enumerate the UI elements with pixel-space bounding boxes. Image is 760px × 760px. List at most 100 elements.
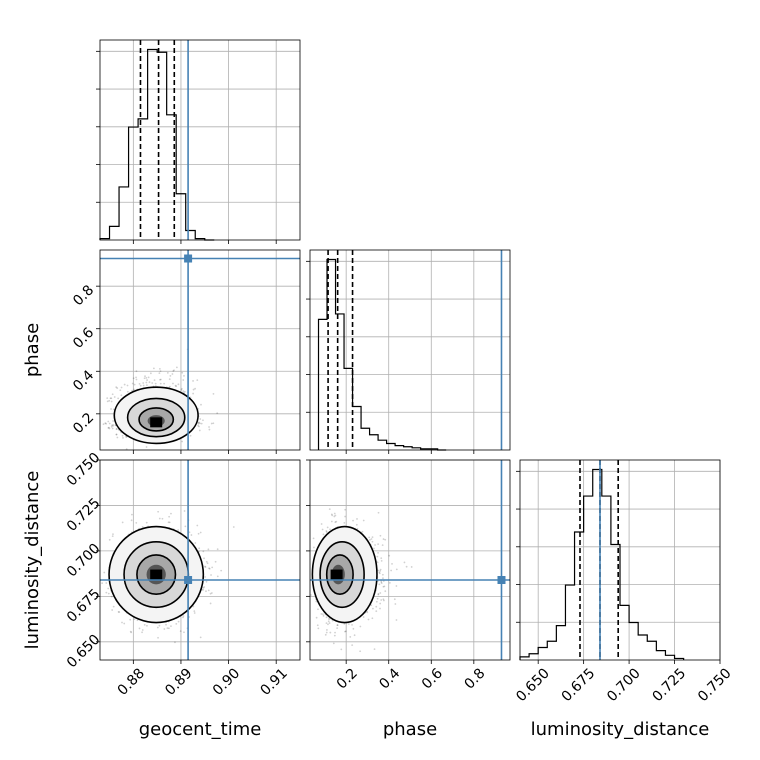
x-tick-label: 0.91 <box>258 665 291 698</box>
sample-point <box>133 383 136 386</box>
sample-point <box>203 586 206 588</box>
sample-point <box>208 428 211 431</box>
sample-point <box>356 518 358 520</box>
sample-point <box>157 636 159 639</box>
sample-point <box>362 616 365 618</box>
sample-point <box>395 619 398 621</box>
scatter-geocent_time-vs-luminosity_distance-frame <box>99 459 301 661</box>
sample-point <box>376 561 379 564</box>
sample-point <box>188 531 191 534</box>
sample-point <box>378 583 381 586</box>
sample-point <box>172 382 174 385</box>
sample-point <box>107 592 110 595</box>
sample-point <box>161 517 164 520</box>
sample-point <box>405 565 408 568</box>
sample-point <box>174 641 176 644</box>
sample-point <box>142 384 145 387</box>
sample-point <box>379 607 381 610</box>
sample-point <box>190 534 193 536</box>
sample-point <box>121 434 124 437</box>
sample-point <box>390 569 393 572</box>
sample-point <box>388 581 391 584</box>
sample-point <box>361 530 364 533</box>
sample-point <box>381 544 384 547</box>
sample-point <box>126 384 129 387</box>
sample-point <box>159 382 162 385</box>
sample-point <box>175 622 178 625</box>
sample-point <box>166 627 169 630</box>
sample-point <box>105 591 108 594</box>
sample-point <box>189 434 192 437</box>
y-axis-label-luminosity_distance: luminosity_distance <box>22 471 43 650</box>
sample-point <box>196 524 199 527</box>
x-tick-label: 0.750 <box>695 665 735 705</box>
sample-point <box>110 595 113 598</box>
sample-point <box>130 519 133 522</box>
sample-point <box>382 598 385 601</box>
sample-point <box>325 631 328 634</box>
sample-point <box>352 627 355 630</box>
sample-point <box>330 520 333 523</box>
sample-point <box>168 385 171 388</box>
x-tick-label: 0.725 <box>650 665 690 705</box>
sample-point <box>181 371 184 374</box>
sample-point <box>115 386 118 389</box>
sample-point <box>197 422 200 425</box>
sample-point <box>377 543 380 545</box>
sample-point <box>196 379 199 382</box>
sample-point <box>168 378 171 381</box>
sample-point <box>177 529 180 531</box>
sample-point <box>383 599 385 602</box>
sample-point <box>344 515 347 518</box>
sample-point <box>377 552 379 554</box>
sample-point <box>343 521 346 524</box>
hist-geocent_time-bg <box>100 40 300 240</box>
sample-point <box>202 588 204 591</box>
sample-point <box>183 510 186 512</box>
sample-point <box>369 538 371 541</box>
sample-point <box>208 567 210 570</box>
sample-point <box>78 411 80 413</box>
sample-point <box>205 590 207 593</box>
sample-point <box>325 531 328 533</box>
hist-geocent_time-frame <box>99 39 301 241</box>
sample-point <box>372 607 374 610</box>
sample-point <box>380 599 383 601</box>
sample-point <box>312 537 315 540</box>
sample-point <box>327 618 330 620</box>
sample-point <box>131 382 134 385</box>
sample-point <box>163 628 166 630</box>
hist-phase-frame <box>309 249 511 451</box>
sample-point <box>180 388 183 391</box>
sample-point <box>154 382 157 385</box>
hist-luminosity_distance-frame <box>519 459 721 661</box>
sample-point <box>123 622 126 625</box>
sample-point <box>131 389 134 392</box>
sample-point <box>111 535 114 537</box>
sample-point <box>380 582 383 585</box>
sample-point <box>125 448 128 450</box>
sample-point <box>310 594 312 596</box>
x-tick-label: 0.700 <box>604 665 644 705</box>
sample-point <box>168 521 171 524</box>
sample-point <box>153 379 156 382</box>
sample-point <box>333 515 336 518</box>
sample-point <box>146 624 148 627</box>
sample-point <box>327 623 329 626</box>
sample-point <box>199 531 202 534</box>
sample-point <box>193 610 196 613</box>
sample-point <box>192 392 195 395</box>
sample-point <box>183 631 185 634</box>
sample-point <box>135 376 137 379</box>
sample-point <box>129 618 132 621</box>
sample-point <box>125 436 128 439</box>
sample-point <box>375 610 378 613</box>
sample-point <box>379 570 381 572</box>
sample-point <box>112 605 115 608</box>
sample-point <box>108 399 111 402</box>
scatter-geocent_time-vs-luminosity_distance: 0.88 0.89 0.90 0.91 0.650 0.675 0.700 0.725 0.75… <box>64 450 301 699</box>
sample-point <box>393 598 396 601</box>
sample-point <box>158 367 161 370</box>
sample-point <box>349 636 352 638</box>
sample-point <box>110 397 113 400</box>
